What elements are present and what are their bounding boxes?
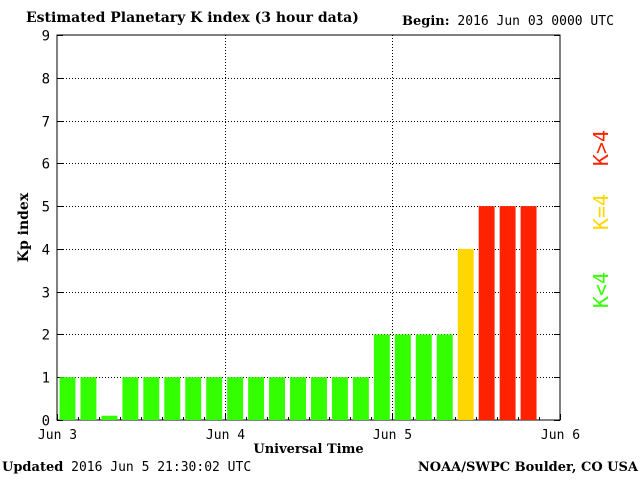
begin-value: 2016 Jun 03 0000 UTC [457,14,614,29]
kp-bar [499,206,516,420]
kp-bar [436,334,453,420]
kp-bar [227,377,244,420]
updated-value: 2016 Jun 5 21:30:02 UTC [71,460,252,475]
kp-bar [352,377,369,420]
legend-high: K>4 [589,130,613,166]
y-tick-label: 7 [42,115,50,131]
kp-bar [206,377,223,420]
y-tick-label: 4 [42,243,50,259]
y-tick-label: 8 [42,72,50,88]
kp-bar [248,377,265,420]
y-tick-label: 2 [42,328,50,344]
y-tick-label: 6 [42,157,50,173]
updated-label: Updated [2,460,64,475]
kp-bar [478,206,495,420]
legend-low: K<4 [589,272,613,308]
kp-bar [122,377,139,420]
x-axis-label: Universal Time [253,442,363,457]
updated-time: Updated 2016 Jun 5 21:30:02 UTC [2,460,251,475]
chart-title: Estimated Planetary K index (3 hour data… [26,10,359,26]
x-tick-label: Jun 3 [38,428,77,443]
legend-mid: K=4 [589,194,613,230]
kp-bar [101,415,118,420]
kp-bar [311,377,327,420]
x-tick-label: Jun 5 [373,428,412,443]
y-tick-label: 9 [42,29,50,45]
y-tick-label: 0 [42,414,50,430]
y-tick-label: 3 [42,286,50,302]
kp-bar [373,334,390,420]
kp-bar [520,206,537,420]
begin-label: Begin: [402,14,450,29]
begin-time: Begin: 2016 Jun 03 0000 UTC [402,14,614,29]
y-axis-label: Kp index [16,192,32,262]
kp-bar [143,377,160,420]
kp-bar [185,377,202,420]
kp-bar [290,377,306,420]
kp-bar [394,334,411,420]
y-tick-label: 1 [42,371,50,387]
y-tick-label: 5 [42,200,50,216]
x-tick-label: Jun 4 [206,428,245,443]
plot-frame [56,34,561,421]
kp-bar [164,377,181,420]
kp-bar [457,248,474,420]
kp-bar [331,377,348,420]
kp-bar [80,377,97,420]
x-tick-label: Jun 6 [541,428,580,443]
kp-bar [269,377,286,420]
kp-bar [59,377,76,420]
kp-bar [415,334,432,420]
source-credit: NOAA/SWPC Boulder, CO USA [417,460,638,475]
